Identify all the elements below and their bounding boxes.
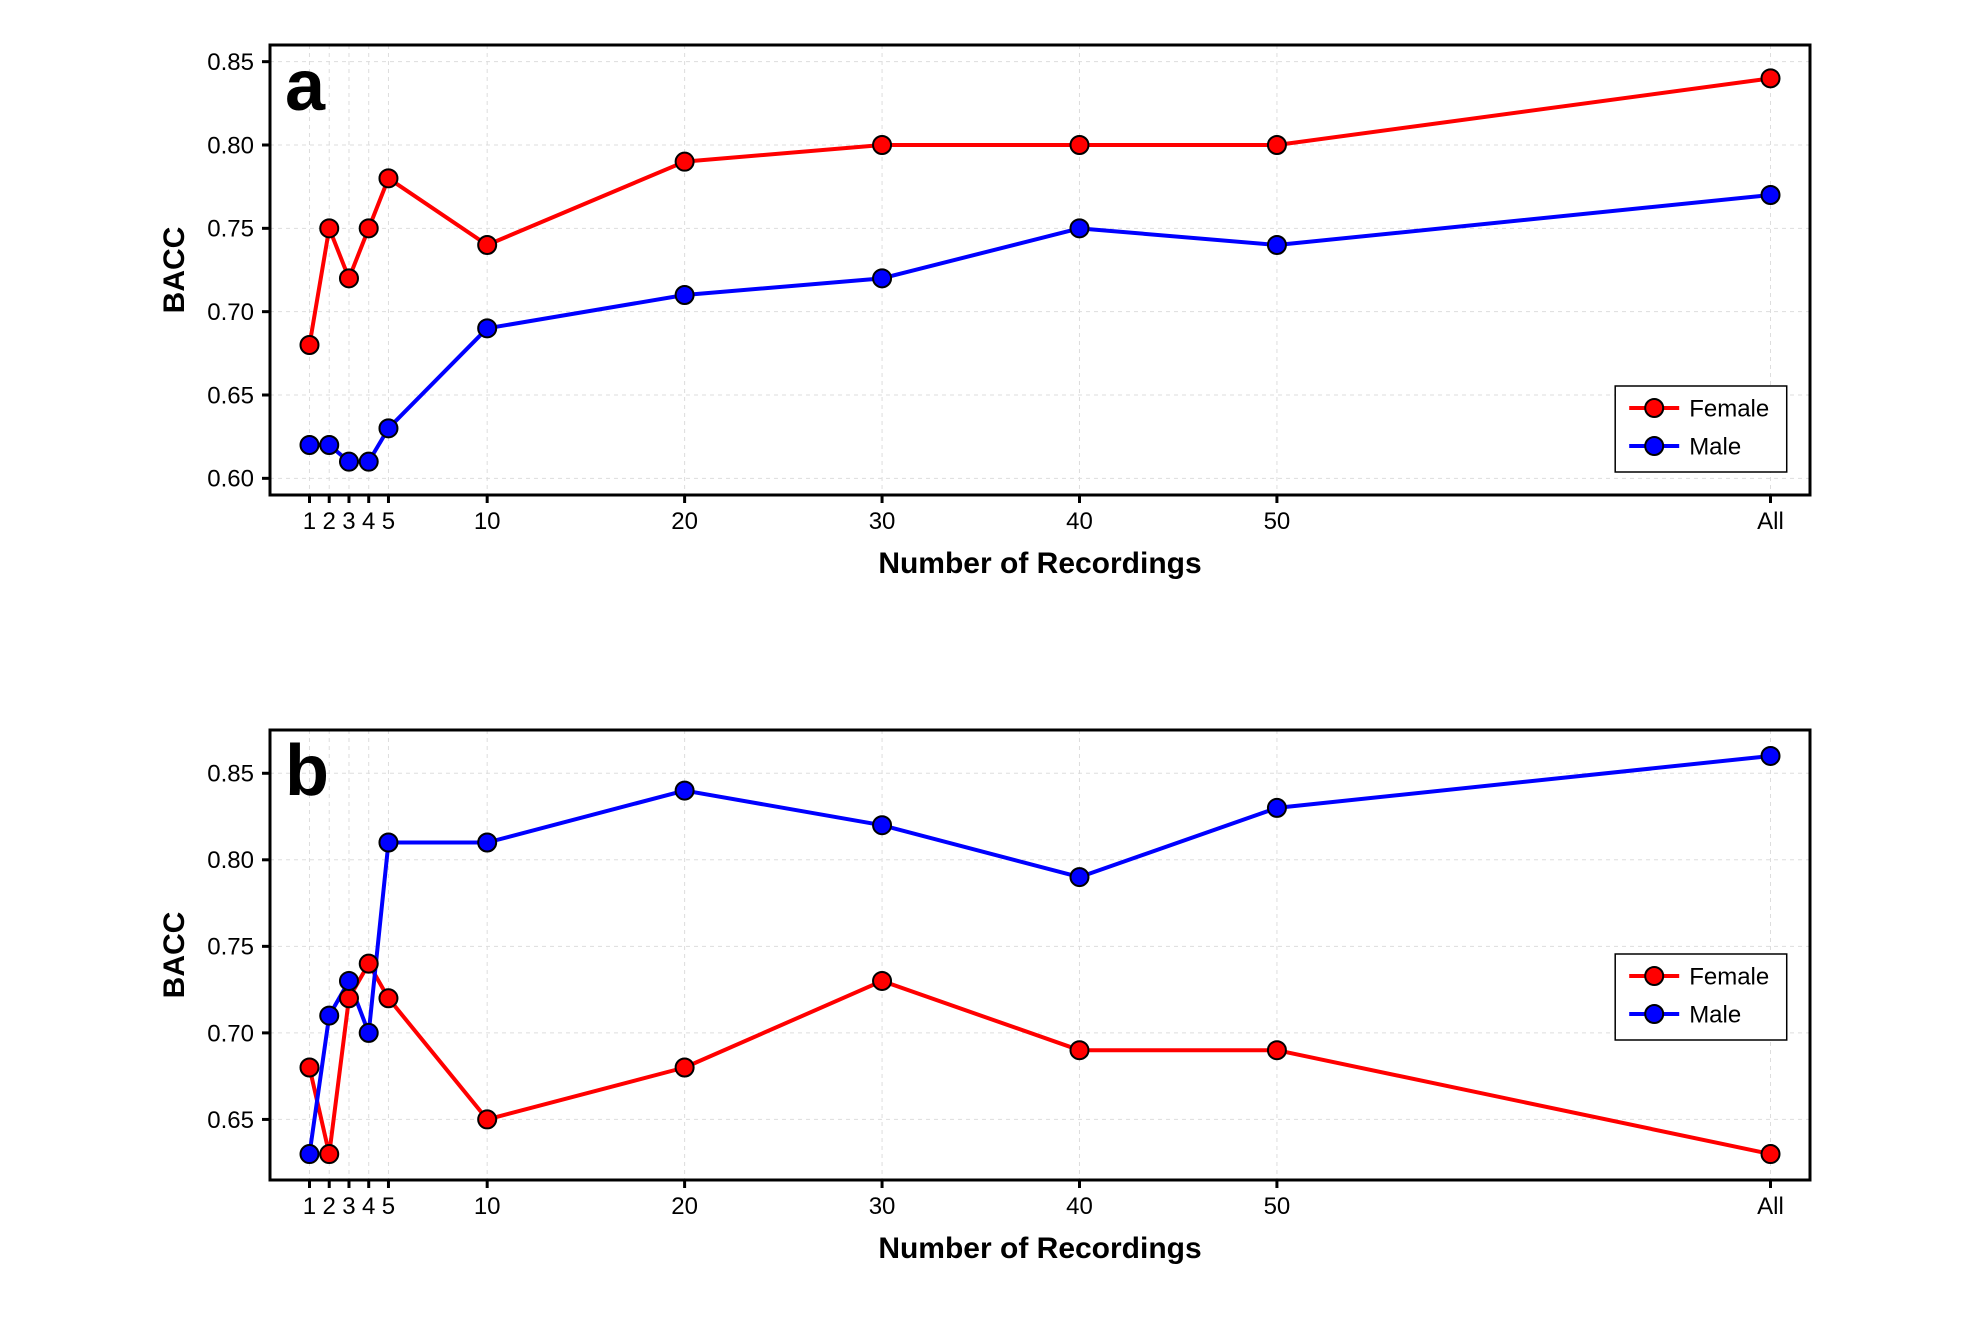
series-marker-male <box>873 816 891 834</box>
legend-item-label: Female <box>1689 963 1769 990</box>
legend-item-label: Male <box>1689 1001 1741 1028</box>
y-tick-label: 0.70 <box>207 1020 254 1047</box>
x-tick-label: All <box>1757 1193 1784 1220</box>
y-axis-label: BACC <box>158 227 191 314</box>
x-tick-label: 1 <box>303 508 316 535</box>
series-marker-female <box>379 989 397 1007</box>
y-tick-label: 0.70 <box>207 299 254 326</box>
y-tick-label: 0.60 <box>207 466 254 493</box>
series-marker-male <box>676 782 694 800</box>
series-marker-female <box>873 972 891 990</box>
series-marker-female <box>1762 1145 1780 1163</box>
x-tick-label: 3 <box>342 508 355 535</box>
figure-page: 123451020304050All0.600.650.700.750.800.… <box>0 0 1962 1331</box>
series-marker-male <box>1762 186 1780 204</box>
x-tick-label: 30 <box>869 508 896 535</box>
series-marker-female <box>320 219 338 237</box>
panel-b: 12345 10 20 30 40 50 All 0.65 0.70 0.75 0.80 0.85 Nu… <box>120 710 1840 1285</box>
series-marker-male <box>360 453 378 471</box>
series-marker-female <box>676 1059 694 1077</box>
series-marker-female <box>1762 69 1780 87</box>
series-marker-male <box>1268 236 1286 254</box>
series-marker-female <box>1070 1041 1088 1059</box>
series-line-female <box>309 78 1770 345</box>
x-tick-label: All <box>1757 508 1784 535</box>
x-tick-label: 5 <box>382 1193 395 1220</box>
x-tick-label: 4 <box>362 508 375 535</box>
x-axis-label: Number of Recordings <box>878 1232 1201 1265</box>
series-marker-male <box>340 972 358 990</box>
series-marker-female <box>360 955 378 973</box>
x-tick-label: 40 <box>1066 1193 1093 1220</box>
x-tick-label: 4 <box>362 1193 375 1220</box>
series-marker-female <box>873 136 891 154</box>
series-marker-male <box>1070 219 1088 237</box>
y-tick-label: 0.85 <box>207 49 254 76</box>
y-tick-label: 0.75 <box>207 934 254 961</box>
series-marker-male <box>676 286 694 304</box>
series-marker-female <box>340 269 358 287</box>
series-line-female <box>309 964 1770 1154</box>
legend-item-label: Female <box>1689 395 1769 422</box>
series-marker-male <box>320 436 338 454</box>
x-tick-label: 40 <box>1066 508 1093 535</box>
y-tick-label: 0.75 <box>207 216 254 243</box>
x-tick-label: 30 <box>869 1193 896 1220</box>
panel-a: 12345 10 20 30 40 50 All 0.60 0.65 0.70 0.75 0.80 0.… <box>120 25 1840 600</box>
x-axis-label: Number of Recordings <box>878 547 1201 580</box>
series-marker-female <box>360 219 378 237</box>
grid <box>270 45 1810 495</box>
series-marker-female <box>300 1059 318 1077</box>
x-tick-label: 20 <box>671 508 698 535</box>
series-marker-female <box>676 153 694 171</box>
series-marker-male <box>340 453 358 471</box>
y-tick-label: 0.80 <box>207 132 254 159</box>
x-tick-label: 2 <box>323 508 336 535</box>
x-tick-label: 2 <box>323 1193 336 1220</box>
y-tick-label: 0.65 <box>207 1107 254 1134</box>
x-tick-label: 20 <box>671 1193 698 1220</box>
series-marker-female <box>300 336 318 354</box>
y-tick-label: 0.80 <box>207 847 254 874</box>
x-tick-label: 10 <box>474 1193 501 1220</box>
legend: Female Male <box>1615 386 1787 472</box>
series-marker-male <box>379 419 397 437</box>
x-tick-label: 50 <box>1264 1193 1291 1220</box>
legend: Female Male <box>1615 954 1787 1040</box>
series-marker-female <box>340 989 358 1007</box>
series-marker-female <box>1268 136 1286 154</box>
series-marker-male <box>360 1024 378 1042</box>
panel-label: b <box>285 731 329 811</box>
series-marker-female <box>1070 136 1088 154</box>
x-tick-label: 50 <box>1264 508 1291 535</box>
x-tick-label: 1 <box>303 1193 316 1220</box>
x-tick-label: 10 <box>474 508 501 535</box>
y-axis-label: BACC <box>158 912 191 999</box>
series-marker-male <box>379 834 397 852</box>
axis-frame <box>270 45 1810 495</box>
series-marker-male <box>300 1145 318 1163</box>
legend-item-label: Male <box>1689 433 1741 460</box>
series-marker-female <box>320 1145 338 1163</box>
x-tick-label: 5 <box>382 508 395 535</box>
series-marker-male <box>1762 747 1780 765</box>
series-marker-male <box>1070 868 1088 886</box>
x-tick-label: 3 <box>342 1193 355 1220</box>
series-marker-male <box>300 436 318 454</box>
series-marker-male <box>873 269 891 287</box>
y-tick-label: 0.85 <box>207 761 254 788</box>
series-marker-male <box>478 319 496 337</box>
series-line-male <box>309 195 1770 462</box>
series-marker-male <box>320 1007 338 1025</box>
panel-label: a <box>285 46 326 126</box>
series-marker-female <box>478 236 496 254</box>
series-marker-female <box>1268 1041 1286 1059</box>
series-marker-male <box>478 834 496 852</box>
y-tick-label: 0.65 <box>207 382 254 409</box>
series-marker-female <box>379 169 397 187</box>
series-marker-male <box>1268 799 1286 817</box>
series-line-male <box>309 756 1770 1154</box>
series-marker-female <box>478 1110 496 1128</box>
